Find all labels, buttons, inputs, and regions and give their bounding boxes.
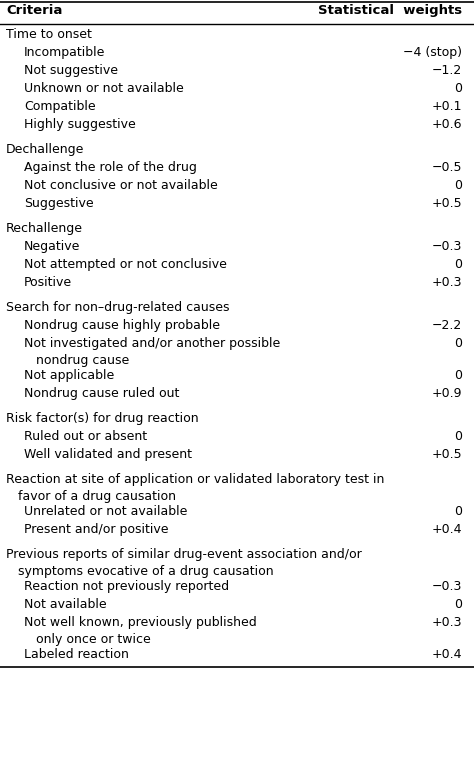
Text: Dechallenge: Dechallenge — [6, 143, 84, 156]
Text: Statistical  weights: Statistical weights — [318, 4, 462, 17]
Text: 0: 0 — [454, 258, 462, 271]
Text: −1.2: −1.2 — [432, 64, 462, 77]
Text: +0.1: +0.1 — [431, 100, 462, 113]
Text: 0: 0 — [454, 337, 462, 350]
Text: +0.3: +0.3 — [431, 616, 462, 629]
Text: Previous reports of similar drug-event association and/or
   symptoms evocative : Previous reports of similar drug-event a… — [6, 548, 362, 578]
Text: 0: 0 — [454, 505, 462, 518]
Text: 0: 0 — [454, 179, 462, 192]
Text: +0.4: +0.4 — [431, 523, 462, 536]
Text: Risk factor(s) for drug reaction: Risk factor(s) for drug reaction — [6, 412, 199, 425]
Text: Unrelated or not available: Unrelated or not available — [24, 505, 187, 518]
Text: Against the role of the drug: Against the role of the drug — [24, 161, 197, 174]
Text: 0: 0 — [454, 369, 462, 382]
Text: −2.2: −2.2 — [432, 319, 462, 332]
Text: +0.9: +0.9 — [431, 387, 462, 400]
Text: Unknown or not available: Unknown or not available — [24, 82, 184, 95]
Text: −0.3: −0.3 — [432, 240, 462, 253]
Text: Nondrug cause ruled out: Nondrug cause ruled out — [24, 387, 179, 400]
Text: Not applicable: Not applicable — [24, 369, 114, 382]
Text: Nondrug cause highly probable: Nondrug cause highly probable — [24, 319, 220, 332]
Text: Present and/or positive: Present and/or positive — [24, 523, 168, 536]
Text: Suggestive: Suggestive — [24, 197, 94, 210]
Text: Not available: Not available — [24, 598, 107, 611]
Text: Incompatible: Incompatible — [24, 46, 105, 59]
Text: +0.6: +0.6 — [431, 118, 462, 131]
Text: Well validated and present: Well validated and present — [24, 448, 192, 461]
Text: Not well known, previously published
   only once or twice: Not well known, previously published onl… — [24, 616, 257, 646]
Text: Not suggestive: Not suggestive — [24, 64, 118, 77]
Text: +0.3: +0.3 — [431, 276, 462, 289]
Text: −0.3: −0.3 — [432, 580, 462, 593]
Text: +0.5: +0.5 — [431, 197, 462, 210]
Text: Reaction not previously reported: Reaction not previously reported — [24, 580, 229, 593]
Text: 0: 0 — [454, 598, 462, 611]
Text: +0.4: +0.4 — [431, 648, 462, 661]
Text: Time to onset: Time to onset — [6, 28, 92, 41]
Text: 0: 0 — [454, 82, 462, 95]
Text: Labeled reaction: Labeled reaction — [24, 648, 129, 661]
Text: Reaction at site of application or validated laboratory test in
   favor of a dr: Reaction at site of application or valid… — [6, 473, 384, 503]
Text: Not investigated and/or another possible
   nondrug cause: Not investigated and/or another possible… — [24, 337, 280, 367]
Text: Ruled out or absent: Ruled out or absent — [24, 430, 147, 443]
Text: Not conclusive or not available: Not conclusive or not available — [24, 179, 218, 192]
Text: Criteria: Criteria — [6, 4, 63, 17]
Text: Not attempted or not conclusive: Not attempted or not conclusive — [24, 258, 227, 271]
Text: Search for non–drug-related causes: Search for non–drug-related causes — [6, 301, 229, 314]
Text: Rechallenge: Rechallenge — [6, 222, 83, 235]
Text: −0.5: −0.5 — [431, 161, 462, 174]
Text: +0.5: +0.5 — [431, 448, 462, 461]
Text: Highly suggestive: Highly suggestive — [24, 118, 136, 131]
Text: Negative: Negative — [24, 240, 81, 253]
Text: Positive: Positive — [24, 276, 72, 289]
Text: −4 (stop): −4 (stop) — [403, 46, 462, 59]
Text: Compatible: Compatible — [24, 100, 96, 113]
Text: 0: 0 — [454, 430, 462, 443]
